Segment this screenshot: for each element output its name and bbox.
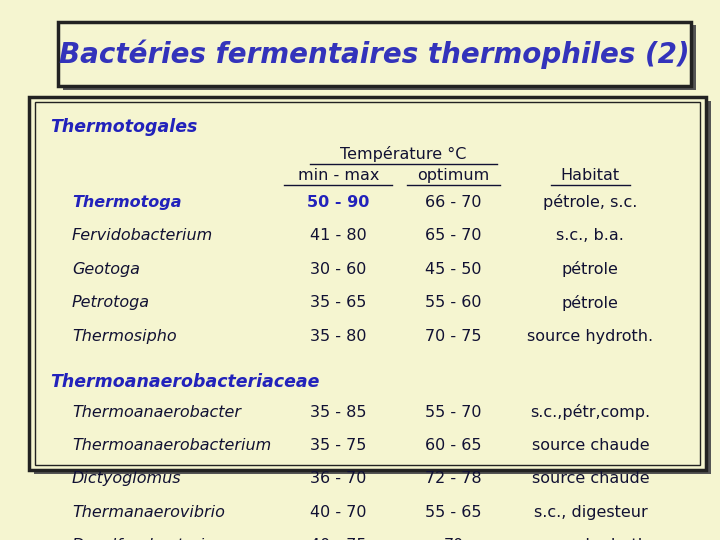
Text: 30 - 60: 30 - 60 — [310, 262, 366, 277]
Text: Thermotoga: Thermotoga — [72, 195, 181, 210]
Text: 45 - 50: 45 - 50 — [426, 262, 482, 277]
Text: Desulfurobacterium: Desulfurobacterium — [72, 538, 231, 540]
Text: s.c., b.a.: s.c., b.a. — [557, 228, 624, 244]
Text: 66 - 70: 66 - 70 — [426, 195, 482, 210]
Bar — [35, 102, 700, 465]
Text: source hydroth.: source hydroth. — [527, 538, 654, 540]
Text: Thermoanaerobacter: Thermoanaerobacter — [72, 404, 241, 420]
Text: optimum: optimum — [418, 168, 490, 183]
Text: Habitat: Habitat — [561, 168, 620, 183]
Text: Thermanaerovibrio: Thermanaerovibrio — [72, 505, 225, 520]
Text: Petrotoga: Petrotoga — [72, 295, 150, 310]
Text: Température °C: Température °C — [340, 146, 467, 162]
Text: 35 - 65: 35 - 65 — [310, 295, 366, 310]
Text: Thermoanaerobacteriaceae: Thermoanaerobacteriaceae — [50, 373, 320, 392]
Text: Thermotogales: Thermotogales — [50, 118, 198, 136]
Text: 70: 70 — [444, 538, 464, 540]
Text: 40 - 70: 40 - 70 — [310, 505, 366, 520]
Text: source hydroth.: source hydroth. — [527, 329, 654, 344]
Text: s.c.,pétr,comp.: s.c.,pétr,comp. — [531, 404, 650, 420]
Bar — [58, 22, 691, 86]
Text: s.c., digesteur: s.c., digesteur — [534, 505, 647, 520]
Text: 36 - 70: 36 - 70 — [310, 471, 366, 487]
Text: 55 - 65: 55 - 65 — [426, 505, 482, 520]
Text: pétrole, s.c.: pétrole, s.c. — [543, 194, 638, 211]
Text: pétrole: pétrole — [562, 295, 618, 311]
Text: Geotoga: Geotoga — [72, 262, 140, 277]
Text: pétrole: pétrole — [562, 261, 618, 278]
Text: source chaude: source chaude — [531, 471, 649, 487]
Text: Fervidobacterium: Fervidobacterium — [72, 228, 213, 244]
Text: 60 - 65: 60 - 65 — [426, 438, 482, 453]
Bar — [63, 25, 696, 90]
Text: Thermosipho: Thermosipho — [72, 329, 176, 344]
Text: 72 - 78: 72 - 78 — [426, 471, 482, 487]
Text: Bactéries fermentaires thermophiles (2): Bactéries fermentaires thermophiles (2) — [59, 39, 690, 69]
Text: 35 - 80: 35 - 80 — [310, 329, 366, 344]
Text: 55 - 70: 55 - 70 — [426, 404, 482, 420]
Text: 41 - 80: 41 - 80 — [310, 228, 366, 244]
Bar — [34, 101, 711, 474]
Text: source chaude: source chaude — [531, 438, 649, 453]
Text: 35 - 75: 35 - 75 — [310, 438, 366, 453]
Text: 55 - 60: 55 - 60 — [426, 295, 482, 310]
Text: min - max: min - max — [297, 168, 379, 183]
Text: Dictyoglomus: Dictyoglomus — [72, 471, 181, 487]
Text: 35 - 85: 35 - 85 — [310, 404, 366, 420]
Text: 50 - 90: 50 - 90 — [307, 195, 369, 210]
Text: 40 - 75: 40 - 75 — [310, 538, 366, 540]
Bar — [29, 97, 706, 470]
Text: 65 - 70: 65 - 70 — [426, 228, 482, 244]
Text: Thermoanaerobacterium: Thermoanaerobacterium — [72, 438, 271, 453]
Text: 70 - 75: 70 - 75 — [426, 329, 482, 344]
